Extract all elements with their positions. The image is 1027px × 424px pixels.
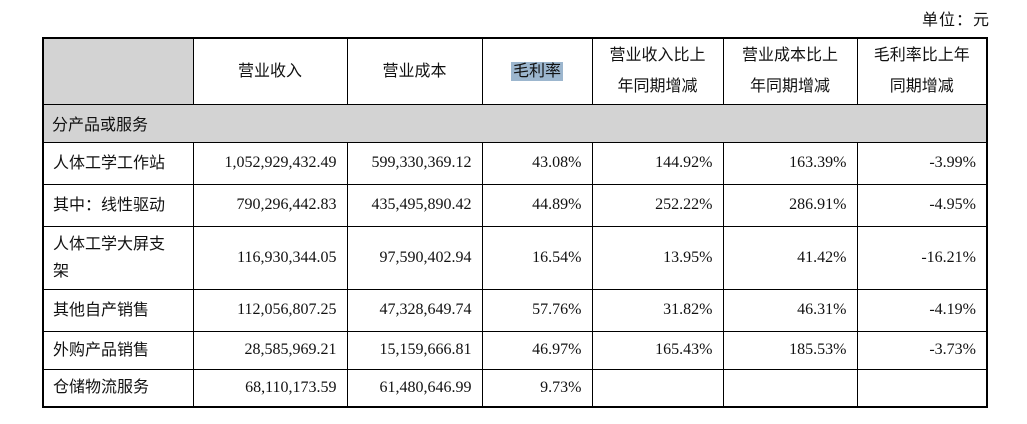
cell-cost-change	[722, 368, 858, 408]
table-header-row: 营业收入 营业成本 毛利率 营业收入比上年同期增减 营业成本比上年同期增减 毛利…	[42, 37, 988, 105]
cell-cost: 47,328,649.74	[346, 288, 483, 332]
cell-cost: 435,495,890.42	[346, 183, 483, 227]
cell-margin-change	[856, 368, 988, 408]
table-row: 人体工学大屏支架 116,930,344.05 97,590,402.94 16…	[42, 225, 988, 290]
cell-margin-change: -16.21%	[856, 225, 988, 290]
cell-margin: 46.97%	[481, 330, 593, 370]
cell-cost-change: 163.39%	[722, 141, 858, 185]
highlighted-text: 毛利率	[510, 61, 563, 81]
cell-revenue: 68,110,173.59	[192, 368, 348, 408]
row-label: 人体工学大屏支架	[42, 225, 194, 290]
cell-margin: 43.08%	[481, 141, 593, 185]
table-row: 其他自产销售 112,056,807.25 47,328,649.74 57.7…	[42, 288, 988, 332]
cell-revenue-change	[591, 368, 724, 408]
table-row: 其中：线性驱动 790,296,442.83 435,495,890.42 44…	[42, 183, 988, 227]
cell-margin: 57.76%	[481, 288, 593, 332]
cell-margin: 9.73%	[481, 368, 593, 408]
row-label: 其中：线性驱动	[42, 183, 194, 227]
row-label: 其他自产销售	[42, 288, 194, 332]
cell-cost: 15,159,666.81	[346, 330, 483, 370]
cell-revenue-change: 31.82%	[591, 288, 724, 332]
cell-cost-change: 41.42%	[722, 225, 858, 290]
cell-margin-change: -4.95%	[856, 183, 988, 227]
segment-financials-table: 营业收入 营业成本 毛利率 营业收入比上年同期增减 营业成本比上年同期增减 毛利…	[42, 37, 988, 408]
cell-cost-change: 185.53%	[722, 330, 858, 370]
cell-cost-change: 46.31%	[722, 288, 858, 332]
row-label: 外购产品销售	[42, 330, 194, 370]
header-margin-yoy-change: 毛利率比上年同期增减	[856, 37, 988, 105]
header-cost-yoy-change: 营业成本比上年同期增减	[722, 37, 858, 105]
row-label: 人体工学工作站	[42, 141, 194, 185]
cell-revenue-change: 13.95%	[591, 225, 724, 290]
cell-cost: 61,480,646.99	[346, 368, 483, 408]
cell-margin-change: -4.19%	[856, 288, 988, 332]
cell-margin-change: -3.99%	[856, 141, 988, 185]
cell-cost: 97,590,402.94	[346, 225, 483, 290]
unit-label: 单位：元	[921, 12, 990, 29]
cell-revenue: 112,056,807.25	[192, 288, 348, 332]
cell-revenue-change: 144.92%	[591, 141, 724, 185]
cell-revenue: 116,930,344.05	[192, 225, 348, 290]
header-cost: 营业成本	[346, 37, 483, 105]
section-row: 分产品或服务	[42, 103, 988, 143]
section-label: 分产品或服务	[42, 103, 988, 143]
row-label: 仓储物流服务	[42, 368, 194, 408]
cell-revenue: 790,296,442.83	[192, 183, 348, 227]
cell-revenue: 28,585,969.21	[192, 330, 348, 370]
cell-revenue-change: 165.43%	[591, 330, 724, 370]
cell-margin: 44.89%	[481, 183, 593, 227]
header-empty-cell	[42, 37, 194, 105]
cell-margin-change: -3.73%	[856, 330, 988, 370]
cell-cost-change: 286.91%	[722, 183, 858, 227]
cell-margin: 16.54%	[481, 225, 593, 290]
table-row: 仓储物流服务 68,110,173.59 61,480,646.99 9.73%	[42, 368, 988, 408]
header-revenue-yoy-change: 营业收入比上年同期增减	[591, 37, 724, 105]
table-row: 外购产品销售 28,585,969.21 15,159,666.81 46.97…	[42, 330, 988, 370]
header-gross-margin: 毛利率	[481, 37, 593, 105]
cell-revenue-change: 252.22%	[591, 183, 724, 227]
table-row: 人体工学工作站 1,052,929,432.49 599,330,369.12 …	[42, 141, 988, 185]
header-revenue: 营业收入	[192, 37, 348, 105]
cell-revenue: 1,052,929,432.49	[192, 141, 348, 185]
cell-cost: 599,330,369.12	[346, 141, 483, 185]
